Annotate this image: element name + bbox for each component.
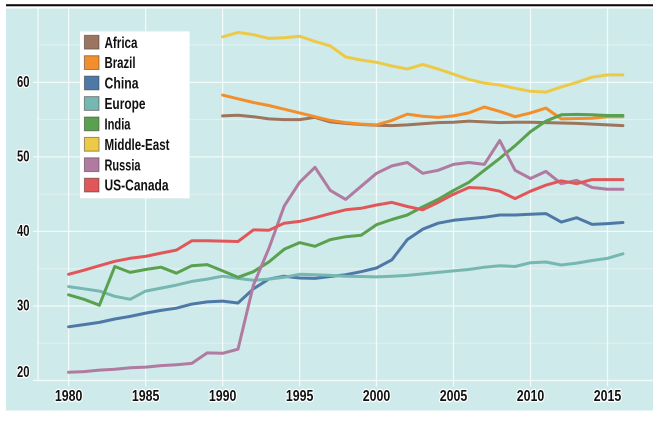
svg-text:1980: 1980	[55, 388, 83, 405]
svg-text:1990: 1990	[209, 388, 237, 405]
svg-text:50: 50	[17, 149, 30, 166]
svg-text:60: 60	[17, 74, 30, 91]
svg-text:2000: 2000	[363, 388, 391, 405]
svg-text:Brazil: Brazil	[105, 55, 136, 72]
svg-text:Europe: Europe	[105, 96, 146, 113]
svg-text:2015: 2015	[594, 388, 622, 405]
svg-text:China: China	[105, 76, 139, 93]
svg-text:Russia: Russia	[105, 157, 141, 174]
svg-text:1995: 1995	[286, 388, 314, 405]
svg-text:2005: 2005	[440, 388, 468, 405]
svg-text:Middle-East: Middle-East	[105, 137, 170, 154]
svg-text:India: India	[105, 117, 131, 134]
svg-text:20: 20	[17, 364, 30, 381]
svg-text:2010: 2010	[517, 388, 545, 405]
svg-text:30: 30	[17, 298, 30, 315]
svg-text:Africa: Africa	[105, 35, 138, 52]
svg-text:1985: 1985	[132, 388, 160, 405]
svg-text:US-Canada: US-Canada	[105, 178, 169, 195]
svg-text:40: 40	[17, 223, 30, 240]
